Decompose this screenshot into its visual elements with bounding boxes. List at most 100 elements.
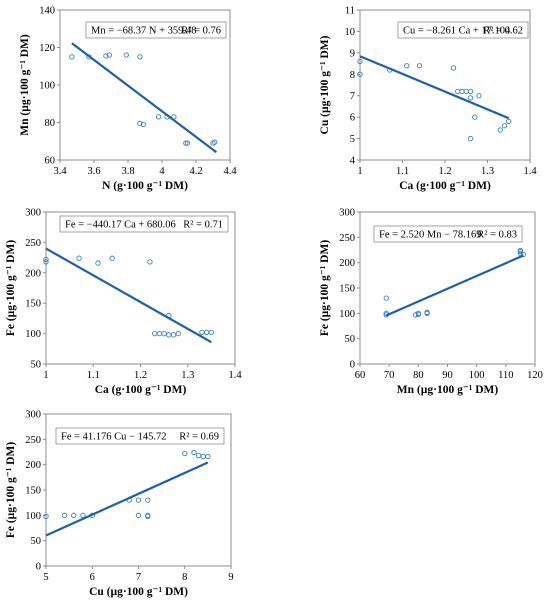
- data-point: [459, 88, 465, 95]
- x-tick-label: 1: [357, 166, 362, 177]
- data-point: [212, 139, 218, 145]
- data-point: [109, 255, 115, 261]
- plot-frame: [45, 211, 236, 365]
- y-tick-label: 10: [345, 27, 356, 38]
- equation-box: [373, 225, 523, 243]
- data-point: [195, 452, 202, 459]
- x-tick-label: 1.4: [523, 166, 537, 177]
- data-point: [95, 260, 101, 266]
- data-point: [467, 88, 474, 95]
- x-tick-label: 5: [43, 572, 48, 583]
- y-tick-label: 200: [339, 258, 355, 269]
- data-point: [135, 512, 142, 518]
- x-tick-label: 1.2: [134, 370, 147, 381]
- data-point: [156, 330, 163, 337]
- data-point: [199, 329, 205, 336]
- y-axis-label: Fe (µg·100 g⁻¹ DM): [5, 240, 17, 336]
- x-tick-label: 90: [442, 370, 453, 381]
- data-point: [416, 63, 423, 69]
- x-tick-label: 7: [136, 572, 141, 583]
- y-tick-label: 0: [36, 562, 41, 573]
- x-tick-label: 100: [469, 370, 485, 381]
- y-tick-label: 4: [350, 156, 356, 167]
- regression-line: [45, 247, 212, 344]
- y-axis-label: Cu (µg·100 g⁻¹ DM): [319, 35, 331, 134]
- y-tick-label: 150: [25, 299, 41, 310]
- y-tick-label: 200: [25, 460, 41, 471]
- data-point: [152, 330, 158, 337]
- equation-box: [85, 21, 227, 39]
- x-tick-label: 70: [384, 370, 395, 381]
- data-point: [43, 256, 49, 263]
- y-tick-label: 80: [45, 118, 56, 129]
- regression-line: [45, 461, 209, 537]
- data-point: [103, 53, 109, 59]
- chart-panel-5: 5 6 7 8 9 0 50 100 150 200 250 300 Cu (µg·100 g⁻¹ DM…: [5, 410, 234, 599]
- y-tick-label: 150: [25, 486, 41, 497]
- y-tick-label: 50: [31, 360, 42, 371]
- data-point: [404, 63, 410, 69]
- data-point: [200, 453, 206, 460]
- y-tick-label: 100: [39, 81, 55, 92]
- x-tick-label: 4: [159, 166, 165, 177]
- regression-equation: Fe = 2.520 Mn − 78.169: [379, 230, 482, 241]
- data-point: [147, 259, 153, 265]
- data-point: [191, 449, 197, 456]
- y-tick-label: 0: [350, 360, 355, 371]
- data-point: [463, 88, 469, 95]
- y-tick-label: 120: [39, 43, 55, 54]
- x-tick-label: 110: [498, 370, 513, 381]
- data-point: [415, 310, 421, 316]
- x-tick-label: 1.2: [438, 166, 451, 177]
- data-point: [135, 497, 142, 503]
- r-squared-label: R² = 0.62: [483, 26, 523, 37]
- x-tick-label: 8: [182, 572, 187, 583]
- x-tick-label: 1.3: [181, 370, 194, 381]
- data-point: [383, 310, 389, 316]
- regression-line: [385, 254, 524, 317]
- data-point: [183, 140, 189, 146]
- data-point: [161, 330, 167, 337]
- x-tick-label: 80: [413, 370, 424, 381]
- data-point: [61, 512, 68, 518]
- chart-panel-3: 1 1.1 1.2 1.3 1.4 50 100 150 200 250 300 Ca (g·100 …: [5, 208, 242, 397]
- data-point: [184, 140, 191, 146]
- y-tick-label: 250: [25, 238, 41, 249]
- data-point: [203, 329, 210, 336]
- y-tick-label: 50: [345, 334, 356, 345]
- y-tick-label: 140: [39, 6, 55, 17]
- x-axis-label: Cu (µg·100 g⁻¹ DM): [89, 586, 188, 598]
- data-point: [175, 330, 181, 337]
- y-tick-label: 60: [45, 156, 56, 167]
- x-tick-label: 3.6: [87, 166, 100, 177]
- data-point: [208, 329, 215, 336]
- x-tick-label: 1.3: [481, 166, 494, 177]
- y-tick-label: 300: [25, 410, 41, 421]
- regression-equation: Fe = 41.176 Cu − 145.72: [61, 432, 166, 443]
- data-point: [145, 513, 151, 519]
- regression-equation: Fe = −440.17 Ca + 680.06: [65, 220, 176, 231]
- r-squared-label: R² = 0.83: [477, 230, 517, 241]
- data-point: [166, 332, 172, 338]
- y-tick-label: 250: [25, 435, 41, 446]
- y-tick-label: 100: [25, 511, 41, 522]
- y-tick-label: 200: [25, 268, 41, 279]
- y-axis-label: Mn (µg·100 g⁻¹ DM): [19, 34, 31, 136]
- data-point: [357, 71, 363, 77]
- x-tick-label: 1: [43, 370, 48, 381]
- data-point: [43, 513, 49, 519]
- equation-box: [59, 215, 229, 233]
- x-tick-label: 1.1: [396, 166, 409, 177]
- data-point: [106, 52, 112, 58]
- chart-panel-1: 3.4 3.6 3.8 4 4.2 4.4 60 80 100 120 140 N (g·100 g⁻…: [19, 6, 237, 193]
- regression-equation: Cu = −8.261 Ca + 17.104: [403, 26, 511, 37]
- y-tick-label: 8: [350, 70, 355, 81]
- y-tick-label: 250: [339, 233, 355, 244]
- r-squared-label: R² = 0.69: [179, 432, 219, 443]
- x-tick-label: 3.4: [53, 166, 67, 177]
- data-point: [145, 497, 151, 503]
- data-point: [450, 65, 457, 71]
- equation-box: [397, 21, 529, 39]
- y-tick-label: 5: [350, 134, 355, 145]
- y-tick-label: 100: [339, 309, 355, 320]
